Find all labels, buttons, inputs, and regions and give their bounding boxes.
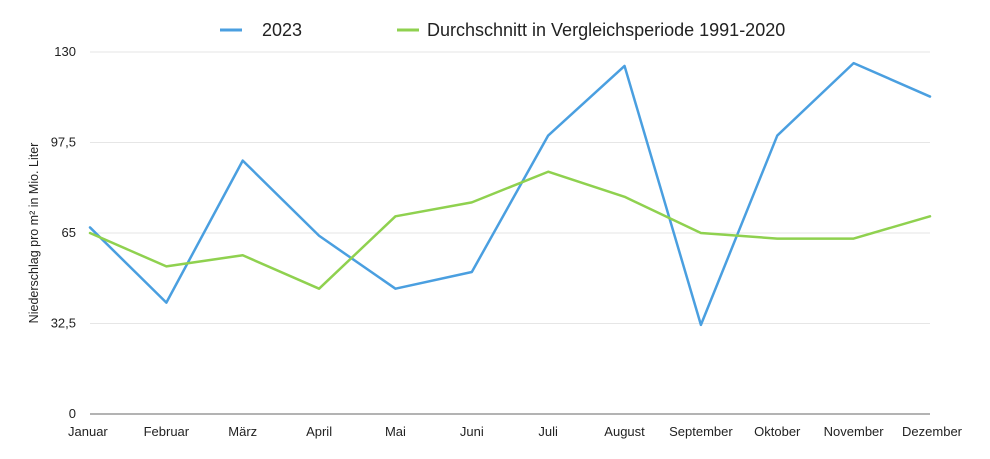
x-tick-label: August (604, 424, 645, 439)
x-tick-label: November (824, 424, 885, 439)
x-tick-label: Januar (68, 424, 108, 439)
x-tick-label: Mai (385, 424, 406, 439)
x-tick-label: Juli (538, 424, 558, 439)
x-tick-label: Juni (460, 424, 484, 439)
x-axis-ticks: Januar Februar März April Mai Juni Juli August S… (68, 424, 963, 439)
x-tick-label: März (228, 424, 257, 439)
series-line-2023 (88, 61, 932, 327)
x-tick-label: September (669, 424, 733, 439)
y-axis-ticks: 0 32,5 65 97,5 130 (51, 44, 76, 421)
legend-label: 2023 (262, 20, 302, 40)
x-tick-label: Dezember (902, 424, 963, 439)
x-tick-label: Februar (144, 424, 190, 439)
grid-lines (90, 51, 930, 324)
x-tick-label: April (306, 424, 332, 439)
series-line-average (88, 170, 932, 290)
y-tick-label: 32,5 (51, 316, 76, 331)
y-tick-label: 130 (54, 44, 76, 59)
y-tick-label: 97,5 (51, 135, 76, 150)
y-tick-label: 0 (69, 406, 76, 421)
y-axis-label: Niederschlag pro m² in Mio. Liter (27, 143, 41, 324)
y-tick-label: 65 (62, 225, 76, 240)
x-tick-label: Oktober (754, 424, 801, 439)
legend-label: Durchschnitt in Vergleichsperiode 1991-2… (427, 20, 785, 40)
legend: 2023 Durchschnitt in Vergleichsperiode 19… (220, 20, 785, 40)
series-lines (88, 61, 932, 327)
